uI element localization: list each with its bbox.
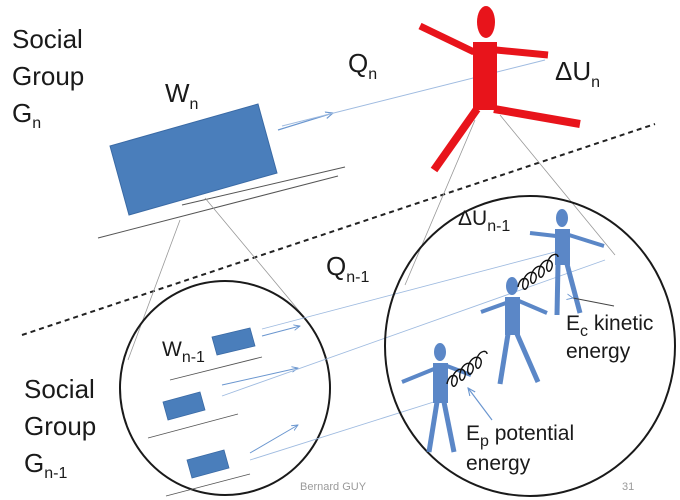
group-n-1-work-ellipse — [119, 280, 331, 496]
potential-energy-label-line1: Ep potential — [466, 422, 574, 450]
group-n-1-energy-ellipse — [384, 195, 676, 497]
social-group-n-1-line1: Social — [24, 374, 95, 404]
blue-figure-top — [529, 209, 605, 316]
small-work-blocks — [162, 327, 256, 479]
potential-energy-arrow — [468, 388, 493, 421]
blue-figure-middle — [480, 277, 548, 385]
w-n-1-label: Wn-1 — [162, 338, 205, 366]
red-figure — [418, 6, 581, 173]
kinetic-energy-label-line2: energy — [566, 340, 631, 363]
w-n-ground-line-2 — [181, 166, 346, 206]
q-n-label: Qn — [348, 48, 377, 83]
group-separator-dashed-line — [21, 123, 656, 336]
footer-page-number: 31 — [622, 481, 634, 493]
q-n-1-flow-lines — [221, 247, 606, 461]
w-n-ground-line-1 — [97, 175, 339, 239]
potential-energy-label-line2: energy — [466, 452, 531, 475]
social-group-n-1-symbol: Gn-1 — [24, 448, 67, 482]
w-n-block — [109, 103, 278, 216]
footer-author: Bernard GUY — [300, 481, 367, 493]
spring-upper — [517, 253, 559, 290]
kinetic-energy-label-line1: Ec kinetic — [566, 312, 653, 340]
social-group-n-line2: Group — [12, 61, 84, 91]
social-group-n-symbol: Gn — [12, 98, 41, 132]
q-n-flow-line — [281, 59, 546, 127]
small-work-arrows — [221, 326, 300, 454]
delta-u-n-1-label: ΔUn-1 — [458, 207, 510, 235]
blue-figure-bottom — [401, 343, 472, 453]
zoom-line-left-1 — [127, 219, 181, 361]
zoom-line-right-2 — [499, 114, 616, 256]
social-group-n-1-label: Social Group Gn-1 — [24, 374, 96, 482]
delta-u-n-label: ΔUn — [555, 56, 600, 91]
small-ground-lines — [147, 356, 263, 497]
social-group-n-label: Social Group Gn — [12, 24, 84, 132]
social-group-n-1-line2: Group — [24, 411, 96, 441]
zoom-line-left-2 — [204, 197, 306, 319]
social-group-n-line1: Social — [12, 24, 83, 54]
q-n-1-label: Qn-1 — [326, 251, 369, 286]
w-n-label: Wn — [165, 78, 198, 113]
kinetic-energy-arrow — [573, 298, 615, 307]
spring-lower — [446, 350, 488, 387]
zoom-line-right-1 — [404, 119, 476, 286]
